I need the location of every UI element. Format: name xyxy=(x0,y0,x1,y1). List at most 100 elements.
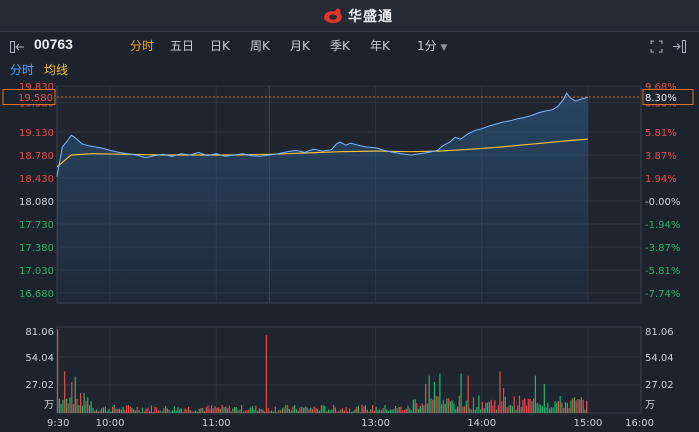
volume-bar xyxy=(65,398,67,413)
volume-bar xyxy=(272,411,275,413)
volume-bar xyxy=(126,405,128,413)
volume-bar xyxy=(170,411,172,413)
volume-bar xyxy=(341,408,344,413)
legend-minute-line[interactable]: 分时 xyxy=(10,63,35,77)
volume-bar xyxy=(423,405,425,413)
volume-tick-label: 27.02 xyxy=(25,380,54,391)
volume-bar xyxy=(474,409,476,413)
volume-bar xyxy=(234,407,236,413)
volume-bar xyxy=(480,409,482,413)
time-tick-label: 10:00 xyxy=(96,418,125,429)
volume-bar xyxy=(288,409,290,413)
tab-monthly-k[interactable]: 月K xyxy=(290,39,310,53)
volume-bar xyxy=(437,396,439,413)
volume-bar xyxy=(393,409,395,413)
tab-intraday[interactable]: 分时 xyxy=(130,39,155,53)
tab-weekly-k[interactable]: 周K xyxy=(250,39,270,53)
volume-bar xyxy=(483,408,485,413)
volume-bar xyxy=(235,407,237,413)
volume-bar xyxy=(522,399,524,413)
volume-bar xyxy=(193,411,195,413)
volume-bar xyxy=(299,407,301,413)
volume-bar xyxy=(433,381,436,413)
volume-bar xyxy=(57,329,59,413)
volume-bar xyxy=(83,393,85,413)
volume-bar xyxy=(308,409,310,413)
volume-bar xyxy=(290,410,292,413)
volume-bar xyxy=(488,401,490,413)
volume-bar xyxy=(384,405,386,413)
volume-bar xyxy=(225,406,227,413)
volume-bar xyxy=(494,400,496,413)
volume-bar xyxy=(315,408,317,413)
volume-bar xyxy=(372,405,374,413)
volume-bar xyxy=(304,406,306,413)
volume-bar xyxy=(67,403,69,413)
volume-tick-label-right: 81.06 xyxy=(645,327,674,338)
tab-daily-k[interactable]: 日K xyxy=(210,39,230,53)
volume-bar xyxy=(117,408,119,413)
volume-bar xyxy=(58,399,60,413)
volume-tick-label-right: 27.02 xyxy=(645,380,674,391)
volume-bar xyxy=(306,407,308,413)
volume-tick-label: 54.04 xyxy=(25,353,54,364)
volume-bar xyxy=(249,407,252,413)
volume-bar xyxy=(60,404,62,413)
volume-bar xyxy=(257,411,259,413)
sidebar-toggle-icon[interactable] xyxy=(10,38,26,57)
tab-quarterly-k[interactable]: 季K xyxy=(330,39,350,53)
volume-bar xyxy=(418,408,420,413)
tab-yearly-k[interactable]: 年K xyxy=(370,39,390,53)
volume-bar xyxy=(124,410,126,413)
volume-bar xyxy=(303,407,305,413)
volume-bar xyxy=(274,406,276,413)
volume-bar xyxy=(354,409,356,413)
volume-bar xyxy=(161,411,163,413)
volume-bar xyxy=(412,399,414,413)
volume-bar xyxy=(278,409,280,413)
volume-bar xyxy=(218,407,220,413)
volume-bar xyxy=(211,405,213,413)
volume-bar xyxy=(111,407,114,413)
time-tick-label: 9:30 xyxy=(47,418,69,429)
volume-tick-label-right: 54.04 xyxy=(645,353,674,364)
volume-bar xyxy=(579,399,581,413)
volume-bar xyxy=(547,402,549,413)
volume-bar xyxy=(386,409,388,413)
volume-bar xyxy=(232,408,234,413)
crosshair-price-box: 19.580 xyxy=(2,89,56,105)
volume-bar xyxy=(561,402,563,413)
volume-bar xyxy=(320,405,322,413)
volume-bar xyxy=(209,408,211,413)
volume-tick-label: 81.06 xyxy=(25,327,54,338)
volume-bar xyxy=(101,408,103,413)
volume-bar xyxy=(586,400,588,413)
tab-five-day[interactable]: 五日 xyxy=(170,39,195,53)
time-tick-label: 11:00 xyxy=(202,418,231,429)
volume-bar xyxy=(248,409,250,413)
volume-bar xyxy=(464,406,466,413)
volume-bar xyxy=(122,406,124,413)
volume-bar xyxy=(448,398,450,413)
volume-bar xyxy=(506,407,508,413)
tab-one-minute[interactable]: 1分 ▼ xyxy=(417,37,447,54)
volume-bar xyxy=(373,410,375,413)
volume-bar xyxy=(545,407,547,413)
volume-bar xyxy=(223,407,225,413)
volume-bar xyxy=(147,407,149,413)
volume-bar xyxy=(221,404,223,413)
volume-bar xyxy=(350,411,352,413)
volume-bar xyxy=(262,409,264,413)
volume-bar xyxy=(403,410,406,413)
volume-bar xyxy=(511,406,513,413)
exit-icon[interactable] xyxy=(672,38,686,57)
fullscreen-icon[interactable] xyxy=(650,38,663,57)
volume-bar xyxy=(129,406,131,413)
volume-bar xyxy=(260,409,262,413)
legend-average-line[interactable]: 均线 xyxy=(44,63,69,77)
volume-bar xyxy=(357,405,359,413)
volume-bar xyxy=(451,400,453,413)
volume-bar xyxy=(131,407,133,413)
volume-bar xyxy=(487,402,489,413)
volume-bar xyxy=(72,404,75,413)
